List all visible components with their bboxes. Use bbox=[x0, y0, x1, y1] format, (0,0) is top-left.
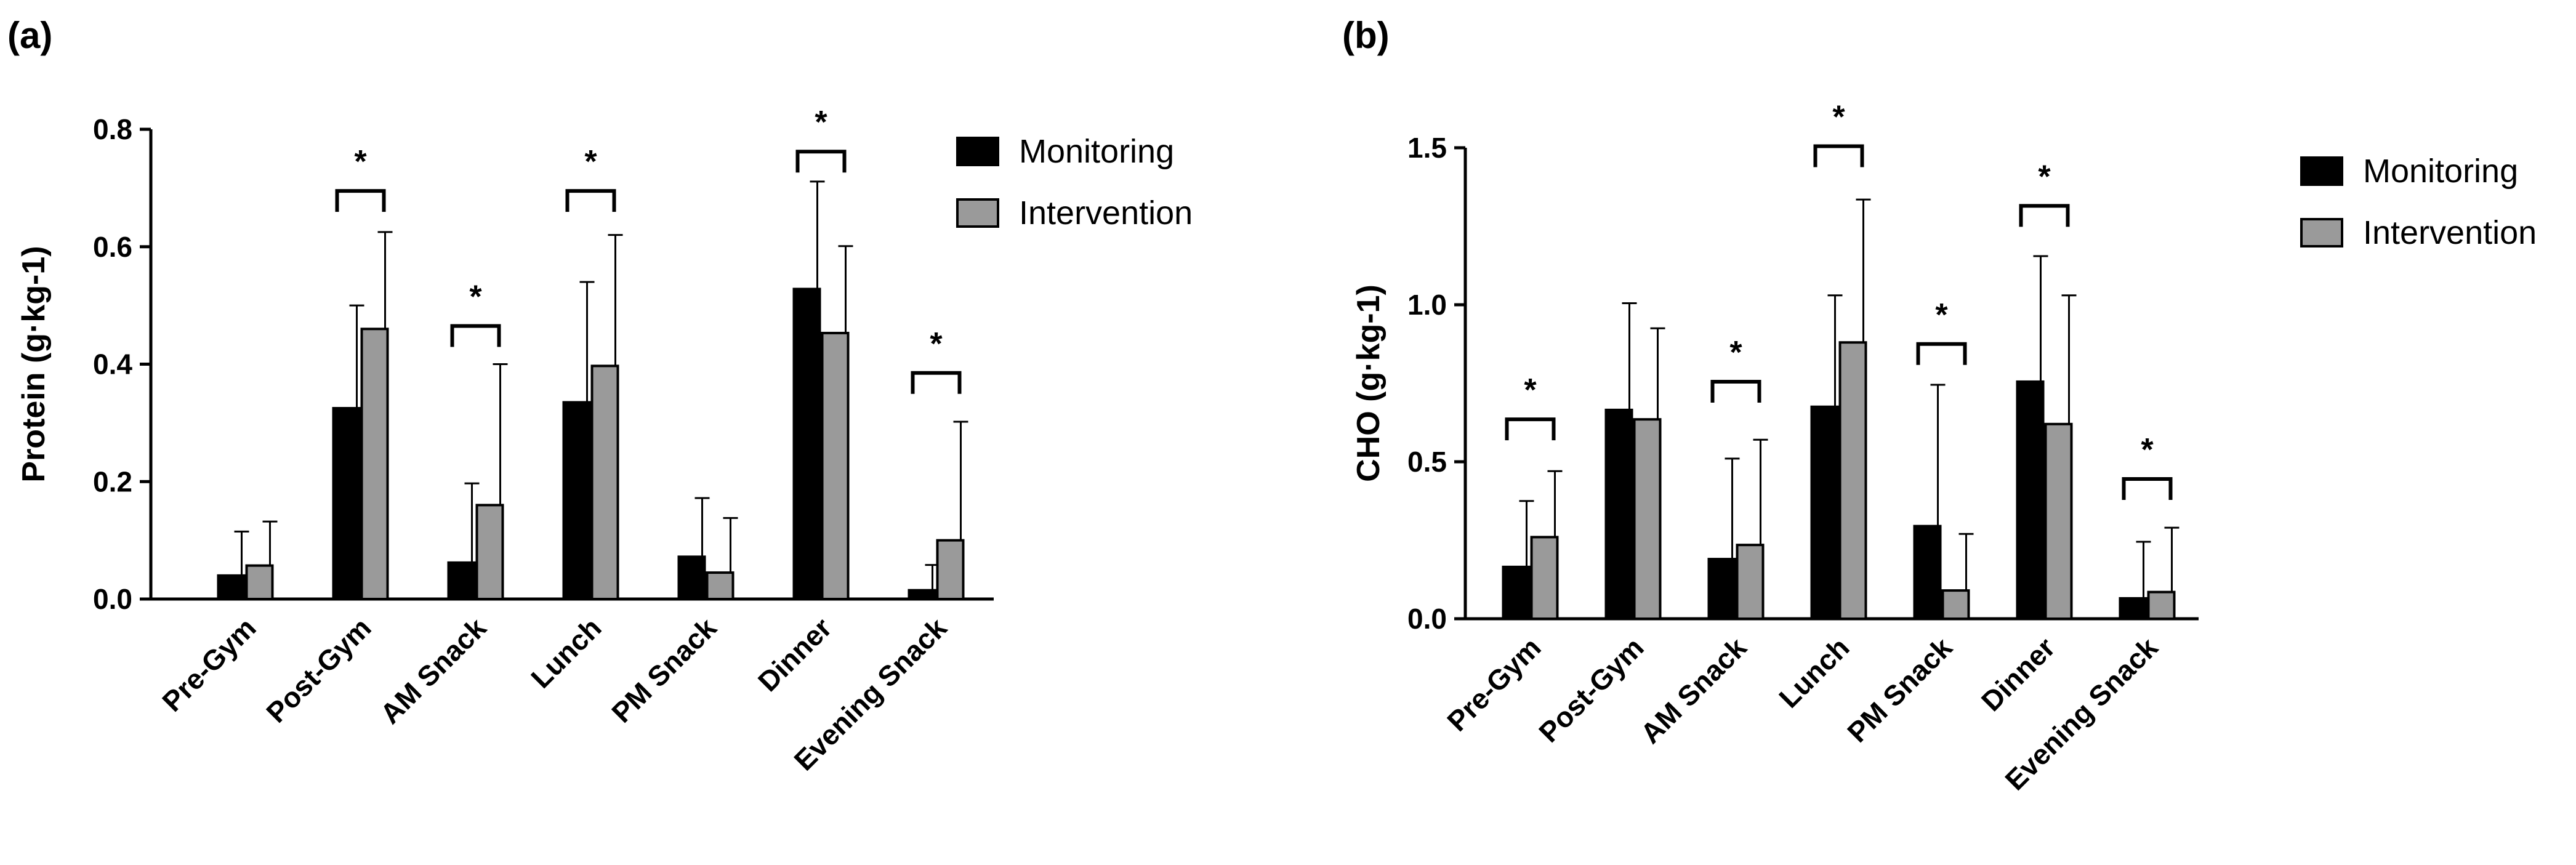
panel-a-bar-monitoring bbox=[217, 574, 246, 600]
panel-b-significance-bracket bbox=[2122, 477, 2173, 501]
panel-b-bar-intervention bbox=[1633, 418, 1662, 621]
panel-b-bar-intervention bbox=[1941, 589, 1970, 620]
panel-b-significance-star: * bbox=[1935, 297, 1948, 333]
panel-a-legend-label-monitoring: Monitoring bbox=[1019, 133, 1174, 170]
panel-b-significance-star: * bbox=[1729, 335, 1742, 371]
panel-a-y-axis-label: Protein (g·kg-1) bbox=[16, 246, 52, 482]
panel-a-y-tick-label: 0.0 bbox=[93, 583, 132, 615]
panel-a-x-category-label: PM Snack bbox=[605, 611, 723, 729]
panel-a-y-tick-label: 0.4 bbox=[93, 348, 132, 380]
panel-a-significance-bracket bbox=[911, 371, 962, 394]
panel-b-y-tick-label: 0.5 bbox=[1407, 446, 1447, 478]
panel-a-bar-intervention bbox=[706, 571, 735, 600]
panel-b-bar-monitoring bbox=[1604, 408, 1633, 620]
panel-a-y-tick-label: 0.6 bbox=[93, 231, 132, 263]
panel-b-significance-bracket bbox=[1813, 144, 1864, 167]
panel-a-significance-bracket bbox=[450, 324, 501, 347]
panel-b-label: (b) bbox=[1342, 15, 1390, 56]
panel-b-x-category-label: Dinner bbox=[1975, 631, 2061, 717]
panel-b-bar-intervention bbox=[2147, 590, 2176, 621]
panel-b-x-category-label: PM Snack bbox=[1841, 631, 1958, 749]
panel-b-legend-label-intervention: Intervention bbox=[2363, 214, 2537, 251]
panel-a-x-category-label: AM Snack bbox=[374, 611, 493, 730]
panel-b-bar-monitoring bbox=[1913, 525, 1942, 620]
panel-b-x-category-label: Post-Gym bbox=[1532, 631, 1649, 748]
panel-b-y-axis-label: CHO (g·kg-1) bbox=[1351, 284, 1387, 482]
panel-b-significance-star: * bbox=[1832, 99, 1845, 135]
panel-b-bar-intervention bbox=[1530, 536, 1559, 621]
panel-b-legend-label-monitoring: Monitoring bbox=[2363, 153, 2518, 190]
panel-b-bar-intervention bbox=[2044, 422, 2073, 620]
panel-b-significance-bracket bbox=[1916, 342, 1967, 365]
panel-a-x-category-label: Lunch bbox=[525, 611, 607, 694]
panel-a-bar-monitoring bbox=[908, 589, 936, 600]
panel-a-bar-intervention bbox=[821, 331, 850, 600]
panel-a-legend-swatch-monitoring bbox=[956, 137, 999, 166]
panel-b-y-tick-label: 1.0 bbox=[1407, 289, 1447, 321]
panel-a-x-category-label: Pre-Gym bbox=[156, 611, 262, 717]
panel-a-bar-intervention bbox=[590, 364, 619, 601]
panel-a-bar-monitoring bbox=[792, 288, 821, 600]
panel-a-x-category-label: Post-Gym bbox=[260, 611, 377, 728]
panel-a-significance-bracket bbox=[335, 189, 386, 212]
panel-a-bar-intervention bbox=[936, 539, 965, 600]
panel-a-bar-monitoring bbox=[447, 561, 476, 600]
panel-a-bar-intervention bbox=[360, 328, 389, 601]
panel-a-y-tick-label: 0.2 bbox=[93, 465, 132, 497]
panel-b-significance-star: * bbox=[2038, 159, 2051, 195]
panel-b-significance-star: * bbox=[1524, 372, 1537, 408]
panel-a-significance-bracket bbox=[565, 189, 616, 212]
panel-b-significance-bracket bbox=[1710, 379, 1761, 403]
panel-b-y-tick-label: 0.0 bbox=[1407, 603, 1447, 635]
panel-a-bar-monitoring bbox=[677, 555, 706, 601]
panel-b-bar-monitoring bbox=[2119, 597, 2147, 620]
panel-a-bar-intervention bbox=[475, 504, 504, 601]
panel-a-significance-bracket bbox=[795, 150, 847, 173]
panel-a-label: (a) bbox=[7, 15, 52, 56]
panel-a-bar-intervention bbox=[245, 564, 274, 600]
panel-a-significance-star: * bbox=[815, 105, 827, 140]
panel-a-significance-star: * bbox=[354, 144, 367, 180]
panel-b-significance-bracket bbox=[1505, 417, 1556, 441]
panel-a-bar-monitoring bbox=[332, 407, 361, 600]
panel-a-significance-star: * bbox=[930, 326, 943, 362]
panel-b-bar-intervention bbox=[1736, 544, 1765, 621]
panel-a-legend-label-intervention: Intervention bbox=[1019, 195, 1193, 231]
panel-a-bar-monitoring bbox=[562, 401, 591, 601]
panel-a-y-tick-label: 0.8 bbox=[93, 113, 132, 145]
panel-a-x-category-label: Dinner bbox=[752, 611, 838, 698]
panel-b-significance-bracket bbox=[2019, 204, 2070, 227]
panel-a-significance-star: * bbox=[469, 280, 482, 315]
panel-b-significance-star: * bbox=[2141, 432, 2154, 468]
panel-b-x-category-label: Lunch bbox=[1773, 631, 1855, 714]
panel-b-legend-swatch-intervention bbox=[2300, 218, 2343, 247]
panel-b-bar-monitoring bbox=[1502, 565, 1531, 620]
panel-b-bar-monitoring bbox=[1707, 558, 1736, 620]
panel-b-bar-monitoring bbox=[2016, 380, 2045, 620]
panel-b-legend-swatch-monitoring bbox=[2300, 156, 2343, 186]
panel-a-significance-star: * bbox=[584, 144, 597, 180]
panel-b-x-category-label: AM Snack bbox=[1634, 631, 1753, 750]
panel-b-x-category-label: Pre-Gym bbox=[1441, 631, 1547, 737]
panel-b-bar-monitoring bbox=[1810, 405, 1839, 620]
panel-b-bar-intervention bbox=[1838, 341, 1867, 620]
panel-b-y-tick-label: 1.5 bbox=[1407, 132, 1447, 164]
panel-a-legend-swatch-intervention bbox=[956, 198, 999, 228]
